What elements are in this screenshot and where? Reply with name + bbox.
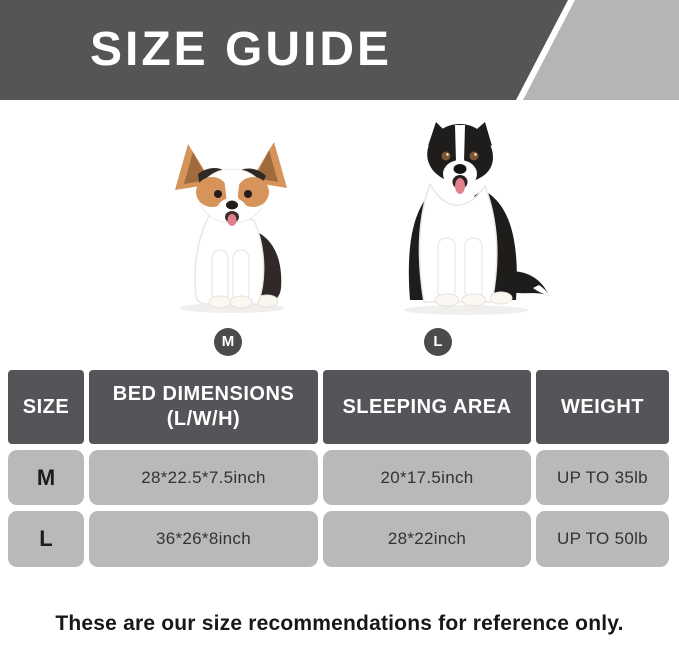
size-badge-l: L [424, 328, 452, 356]
col-header-bed-dimensions-line2: (L/W/H) [166, 408, 241, 430]
row-m-size-cell: M [8, 450, 84, 505]
corgi-dog-photo [175, 142, 287, 313]
row-m-weight-cell: UP TO 35lb [536, 450, 669, 505]
size-table: SIZE BED DIMENSIONS (L/W/H) SLEEPING ARE… [8, 370, 669, 567]
footer-note: These are our size recommendations for r… [55, 612, 624, 635]
row-l-sleeping-area-cell: 28*22inch [323, 511, 531, 567]
page-title: SIZE GUIDE [90, 23, 393, 76]
size-badge-m: M [214, 328, 242, 356]
row-m-bed-dimensions-cell: 28*22.5*7.5inch [89, 450, 318, 505]
col-header-size-label: SIZE [22, 395, 70, 418]
row-l-bed-dimensions-cell: 36*26*8inch [89, 511, 318, 567]
col-header-sleeping-area: SLEEPING AREA [323, 370, 531, 444]
row-m-sleeping-area-cell: 20*17.5inch [323, 450, 531, 505]
col-header-weight-label: WEIGHT [561, 395, 644, 418]
col-header-weight: WEIGHT [536, 370, 669, 444]
header-banner: SIZE GUIDE [0, 0, 679, 100]
col-header-sleeping-area-label: SLEEPING AREA [342, 395, 512, 418]
col-header-size: SIZE [8, 370, 84, 444]
row-l-weight-cell: UP TO 50lb [536, 511, 669, 567]
col-header-bed-dimensions: BED DIMENSIONS (L/W/H) [89, 370, 318, 444]
row-l-size-cell: L [8, 511, 84, 567]
col-header-bed-dimensions-line1: BED DIMENSIONS [112, 383, 295, 405]
border-collie-dog-photo [404, 122, 549, 315]
banner-dark-shape [0, 0, 568, 100]
